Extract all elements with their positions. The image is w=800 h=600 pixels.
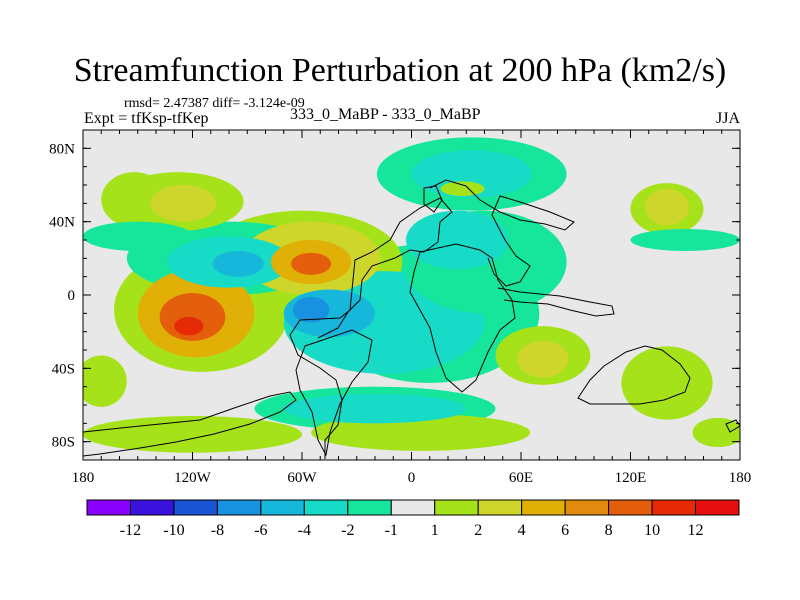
colorbar-label: 12 <box>688 522 704 539</box>
chart-title: Streamfunction Perturbation at 200 hPa (… <box>73 52 727 89</box>
x-tick-label: 120E <box>615 470 647 486</box>
x-tick-label: 180 <box>729 470 752 486</box>
positive-anomaly-region <box>621 346 713 420</box>
x-tick-label: 180 <box>72 470 95 486</box>
colorbar-swatch <box>521 499 566 516</box>
positive-anomaly-region <box>311 414 531 451</box>
negative-anomaly-region <box>406 210 509 270</box>
positive-anomaly-region <box>291 252 332 275</box>
y-tick-label: 80N <box>49 141 75 157</box>
positive-anomaly-region <box>174 317 204 336</box>
negative-anomaly-region <box>411 150 532 198</box>
colorbar-label: 8 <box>605 522 613 539</box>
colorbar: -12 -10 -8 -6 -4 -2 -1 1 2 4 6 8 10 12 <box>86 499 740 539</box>
axes: 180 120W 60W 0 60E 120E 180 80N 40N 0 40S 80S <box>49 130 751 486</box>
positive-anomaly-region <box>83 416 302 453</box>
y-tick-label: 80S <box>52 435 75 451</box>
colorbar-swatch <box>477 499 523 516</box>
negative-anomaly-region <box>630 229 740 251</box>
positive-anomaly-region <box>101 172 167 228</box>
colorbar-label: -10 <box>163 522 184 539</box>
colorbar-label: 10 <box>644 522 660 539</box>
colorbar-swatch <box>216 499 262 516</box>
y-tick-label: 40S <box>52 361 75 377</box>
colorbar-label: -1 <box>385 522 398 539</box>
colorbar-swatch <box>173 499 218 516</box>
positive-anomaly-region <box>517 340 569 378</box>
greenland-outline <box>423 185 443 213</box>
positive-anomaly-region <box>692 417 740 448</box>
south-america-outline <box>295 329 373 457</box>
positive-anomaly-region <box>645 188 689 226</box>
season-label: JJA <box>715 110 740 127</box>
colorbar-label: -2 <box>341 522 354 539</box>
colorbar-swatch <box>303 499 349 516</box>
y-tick-label: 0 <box>68 288 76 304</box>
colorbar-swatch <box>434 499 479 516</box>
x-tick-label: 60W <box>287 470 317 486</box>
colorbar-swatch <box>608 499 653 516</box>
colorbar-swatch <box>695 499 740 516</box>
colorbar-label: -4 <box>298 522 311 539</box>
rmsd-diff-stats: rmsd= 2.47387 diff= -3.124e-09 <box>124 96 305 111</box>
negative-anomaly-region <box>212 251 264 277</box>
positive-anomaly-region <box>83 355 127 407</box>
colorbar-label: -12 <box>120 522 141 539</box>
colorbar-label: 1 <box>431 522 439 539</box>
australia-outline <box>577 345 691 405</box>
negative-anomaly-region <box>283 394 467 424</box>
continent-outlines <box>83 179 740 459</box>
colorbar-swatch <box>390 499 436 516</box>
southeast-asia-outline <box>497 287 615 317</box>
colorbar-label: 4 <box>518 522 526 539</box>
colorbar-swatch <box>260 499 305 516</box>
nz-outline <box>725 419 740 433</box>
colorbar-label: -8 <box>211 522 224 539</box>
positive-anomaly-region <box>440 181 485 197</box>
positive-anomaly-region <box>150 185 217 222</box>
negative-anomaly-region <box>83 221 193 251</box>
x-tick-label: 120W <box>174 470 212 486</box>
y-tick-label: 40N <box>49 215 75 231</box>
colorbar-swatch <box>129 499 175 516</box>
experiment-label: Expt = tfKsp-tfKep <box>84 110 209 127</box>
colorbar-swatch <box>347 499 392 516</box>
x-tick-label: 0 <box>408 470 416 486</box>
case-comparison-label: 333_0_MaBP - 333_0_MaBP <box>290 106 481 123</box>
colorbar-label: 6 <box>561 522 569 539</box>
africa-outline <box>409 243 516 393</box>
colorbar-label: 2 <box>474 522 482 539</box>
americas-outline <box>289 197 453 459</box>
eurasia-outline <box>429 179 575 287</box>
colorbar-swatch <box>564 499 610 516</box>
negative-anomaly-region <box>292 296 330 323</box>
colorbar-swatch <box>651 499 697 516</box>
colorbar-swatch <box>86 499 131 516</box>
colorbar-label: -6 <box>254 522 267 539</box>
x-tick-label: 60E <box>509 470 533 486</box>
antarctica-outline <box>83 391 297 457</box>
